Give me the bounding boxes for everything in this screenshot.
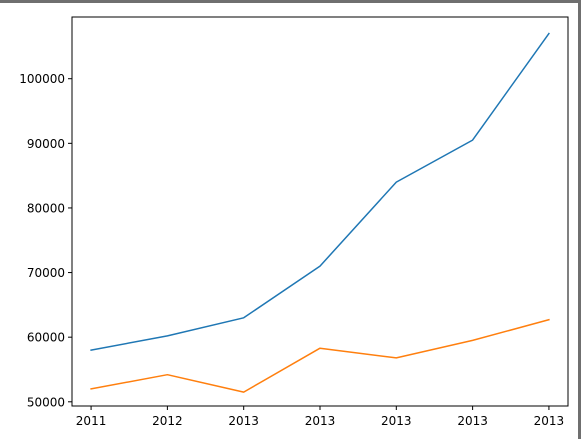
y-tick-label: 80000 [27,201,65,215]
window-top-border [0,0,581,3]
series-layer [90,32,550,393]
y-tick-label: 100000 [19,72,65,86]
y-axis-ticks: 50000 60000 70000 80000 90000 100000 [19,72,72,409]
y-tick-label: 50000 [27,395,65,409]
x-tick-label: 2013 [305,414,336,428]
y-tick-label: 90000 [27,137,65,151]
x-tick-label: 2013 [457,414,488,428]
x-tick-label: 2012 [152,414,183,428]
x-tick-label: 2013 [534,414,565,428]
x-tick-label: 2013 [381,414,412,428]
window-right-border [578,0,581,439]
x-tick-label: 2013 [228,414,259,428]
series-2-line [90,318,550,393]
y-tick-label: 60000 [27,331,65,345]
x-axis-ticks: 2011 2012 2013 2013 2013 2013 2013 [76,406,564,428]
x-tick-label: 2011 [76,414,107,428]
series-1-line [90,32,550,351]
y-tick-label: 70000 [27,266,65,280]
